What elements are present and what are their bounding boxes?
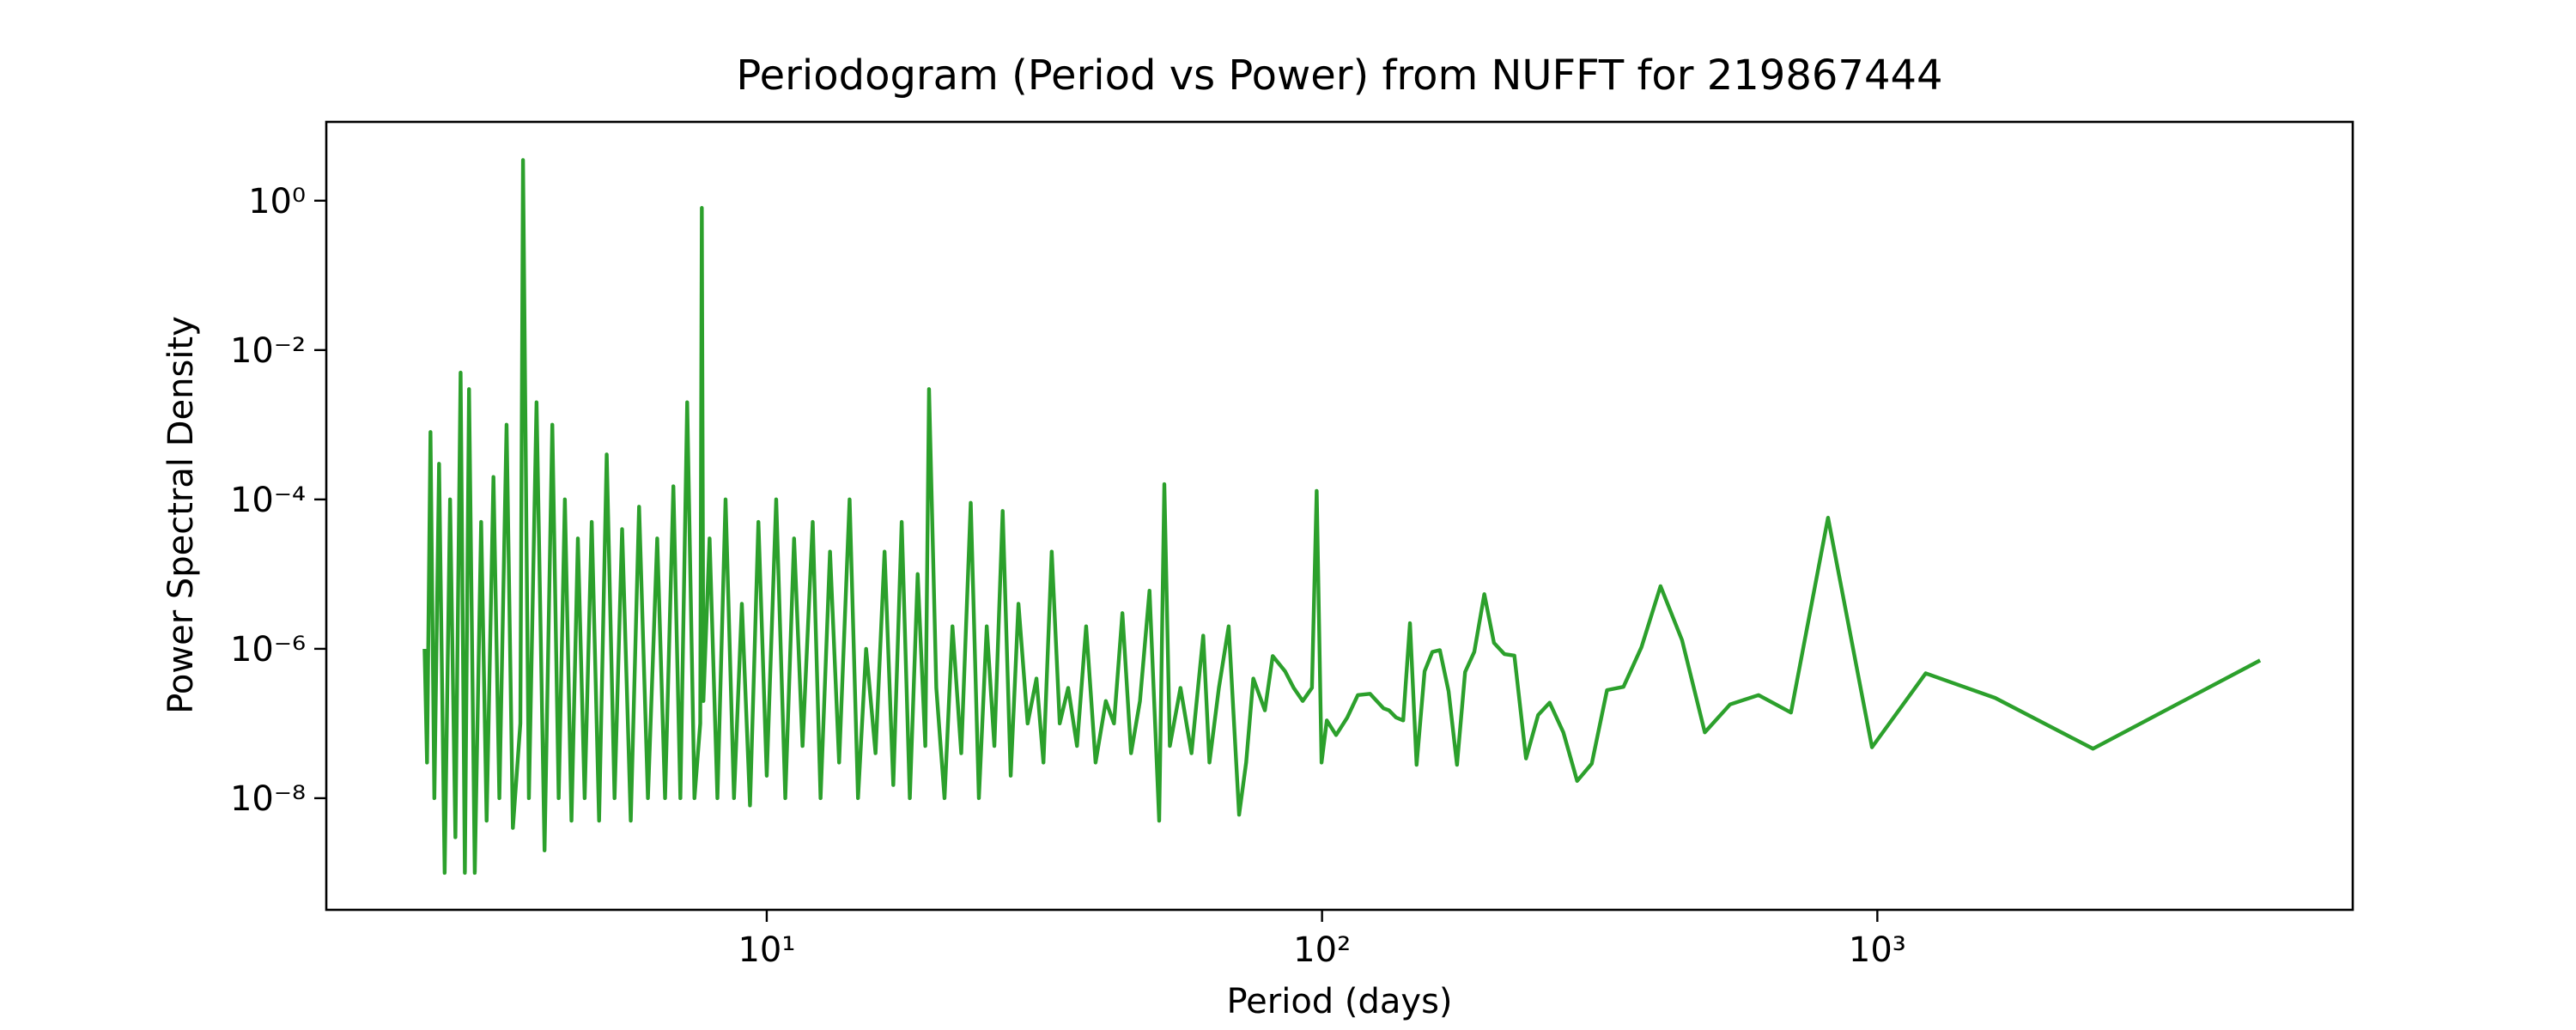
x-tick-label: 10¹ [738,930,795,970]
y-tick-label: 10⁻² [230,331,306,371]
y-tick-label: 10⁻⁴ [230,481,306,520]
x-tick-label: 10² [1293,930,1351,970]
y-tick-label: 10⁰ [248,182,306,221]
y-axis-label: Power Spectral Density [161,316,201,714]
y-tick-label: 10⁻⁸ [230,779,306,819]
x-axis-label: Period (days) [1226,982,1452,1021]
x-tick-label: 10³ [1849,930,1906,970]
chart-title: Periodogram (Period vs Power) from NUFFT… [736,52,1942,100]
data-line [422,158,2262,876]
y-tick-label: 10⁻⁶ [230,630,306,670]
plot-frame [325,120,2354,912]
